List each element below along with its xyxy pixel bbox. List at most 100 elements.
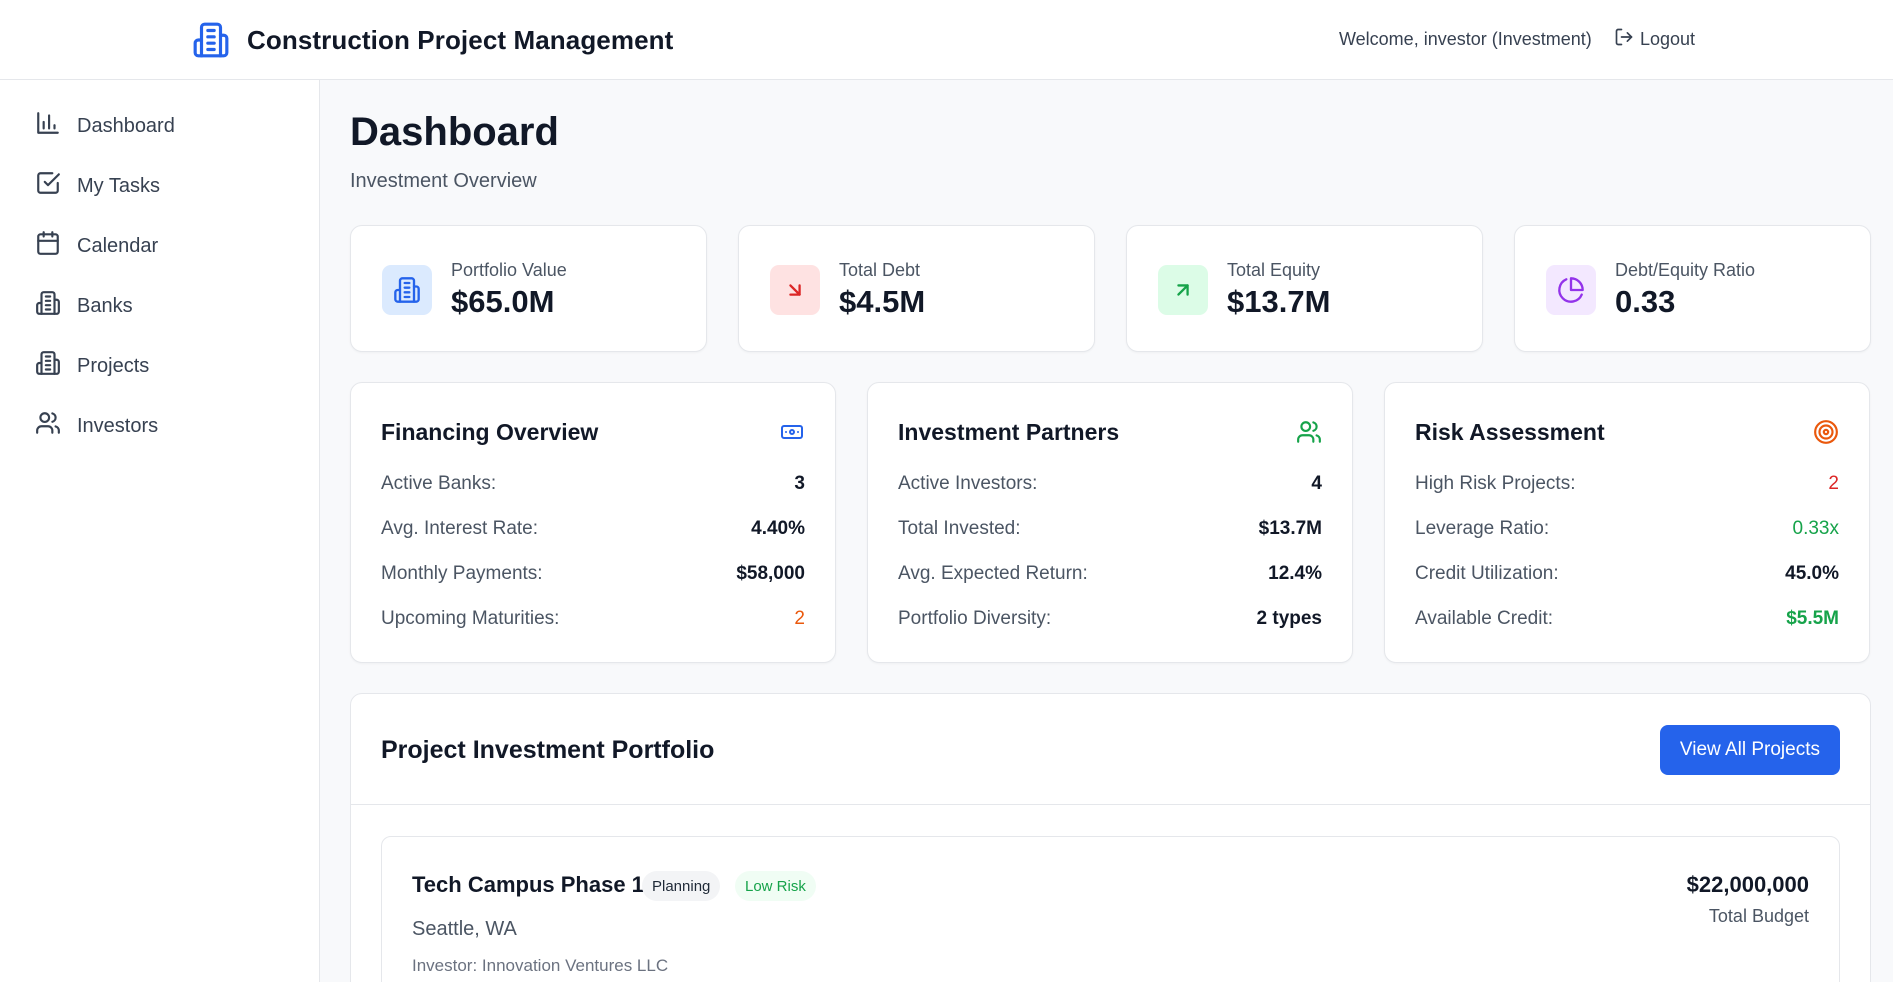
sidebar-item-investors[interactable]: Investors — [20, 402, 300, 450]
row-value: 0.33x — [1792, 518, 1839, 539]
welcome-text: Welcome, investor (Investment) — [1339, 29, 1592, 49]
project-budget: $22,000,000 — [1686, 872, 1809, 897]
row-value: $13.7M — [1258, 518, 1322, 539]
sidebar-item-dashboard[interactable]: Dashboard — [20, 102, 300, 150]
section-title: Project Investment Portfolio — [381, 736, 715, 764]
risk-assessment-card: Risk Assessment High Risk Projects: 2 Le… — [1384, 382, 1870, 663]
sidebar-item-label: Dashboard — [77, 114, 175, 137]
top-bar: Construction Project Management Welcome,… — [0, 0, 1893, 80]
sidebar: Dashboard My Tasks Calendar Banks Projec… — [0, 80, 320, 982]
sidebar-item-calendar[interactable]: Calendar — [20, 222, 300, 270]
stat-value: $65.0M — [451, 284, 555, 319]
logout-label: Logout — [1640, 29, 1696, 49]
info-row: Leverage Ratio: 0.33x — [1415, 514, 1839, 544]
sidebar-item-label: Calendar — [77, 234, 159, 257]
stat-label: Total Equity — [1227, 260, 1321, 280]
info-row: Avg. Expected Return: 12.4% — [898, 559, 1322, 589]
row-value: 2 types — [1256, 608, 1322, 629]
row-value: 2 — [794, 608, 805, 629]
brand: Construction Project Management — [191, 20, 673, 60]
stat-label: Debt/Equity Ratio — [1615, 260, 1756, 280]
row-value: $5.5M — [1786, 608, 1839, 629]
row-value: 12.4% — [1268, 563, 1322, 584]
card-title: Risk Assessment — [1415, 419, 1605, 445]
users-icon — [35, 410, 61, 442]
stat-card-portfolio-value: Portfolio Value $65.0M — [350, 225, 707, 352]
portfolio-header: Project Investment Portfolio View All Pr… — [351, 694, 1870, 805]
investment-partners-card: Investment Partners Active Investors: 4 … — [867, 382, 1353, 663]
info-row: Active Banks: 3 — [381, 469, 805, 499]
row-label: Upcoming Maturities: — [381, 608, 560, 629]
row-label: Total Invested: — [898, 518, 1021, 539]
stat-label: Total Debt — [839, 260, 921, 280]
risk-badge: Low Risk — [735, 871, 816, 901]
card-title: Financing Overview — [381, 419, 599, 445]
info-row: Active Investors: 4 — [898, 469, 1322, 499]
row-label: Available Credit: — [1415, 608, 1554, 629]
logout-button[interactable]: Logout — [1614, 27, 1695, 52]
sidebar-item-my-tasks[interactable]: My Tasks — [20, 162, 300, 210]
arrow-down-right-icon — [770, 265, 820, 315]
stat-card-total-equity: Total Equity $13.7M — [1126, 225, 1483, 352]
page-title: Dashboard — [350, 110, 559, 154]
project-portfolio-section: Project Investment Portfolio View All Pr… — [350, 693, 1871, 982]
row-value: $58,000 — [736, 563, 805, 584]
row-label: Leverage Ratio: — [1415, 518, 1550, 539]
project-name: Tech Campus Phase 1 — [412, 872, 644, 897]
row-label: Avg. Expected Return: — [898, 563, 1088, 584]
info-row: Upcoming Maturities: 2 — [381, 604, 805, 634]
app-title: Construction Project Management — [247, 24, 674, 55]
row-value: 4.40% — [751, 518, 805, 539]
project-card[interactable]: Tech Campus Phase 1 Planning Low Risk Se… — [381, 836, 1840, 982]
row-label: Monthly Payments: — [381, 563, 543, 584]
card-title: Investment Partners — [898, 419, 1120, 445]
info-row: Monthly Payments: $58,000 — [381, 559, 805, 589]
check-square-icon — [35, 170, 61, 202]
row-label: Avg. Interest Rate: — [381, 518, 539, 539]
financing-overview-card: Financing Overview Active Banks: 3 Avg. … — [350, 382, 836, 663]
info-row: Portfolio Diversity: 2 types — [898, 604, 1322, 634]
sidebar-item-banks[interactable]: Banks — [20, 282, 300, 330]
info-row: High Risk Projects: 2 — [1415, 469, 1839, 499]
info-row: Avg. Interest Rate: 4.40% — [381, 514, 805, 544]
sidebar-item-label: Banks — [77, 294, 133, 317]
building-icon — [35, 290, 61, 322]
calendar-icon — [35, 230, 61, 262]
bar-chart-icon — [35, 110, 61, 142]
sidebar-item-label: Investors — [77, 414, 159, 437]
info-row: Credit Utilization: 45.0% — [1415, 559, 1839, 589]
logout-icon — [1614, 27, 1634, 52]
pie-chart-icon — [1546, 265, 1596, 315]
sidebar-item-label: My Tasks — [77, 174, 160, 197]
row-label: Credit Utilization: — [1415, 563, 1559, 584]
status-badge: Planning — [642, 871, 721, 901]
row-label: High Risk Projects: — [1415, 473, 1576, 494]
project-budget-label: Total Budget — [1708, 906, 1809, 926]
row-value: 45.0% — [1785, 563, 1839, 584]
info-row: Available Credit: $5.5M — [1415, 604, 1839, 634]
stat-card-debt-equity-ratio: Debt/Equity Ratio 0.33 — [1514, 225, 1871, 352]
building-icon — [382, 265, 432, 315]
stat-card-total-debt: Total Debt $4.5M — [738, 225, 1095, 352]
users-icon — [1296, 419, 1322, 445]
banknote-icon — [779, 419, 805, 445]
arrow-up-right-icon — [1158, 265, 1208, 315]
page-subtitle: Investment Overview — [350, 170, 537, 192]
row-value: 3 — [794, 473, 805, 494]
target-icon — [1813, 419, 1839, 445]
project-investor: Investor: Innovation Ventures LLC — [412, 956, 669, 975]
stat-label: Portfolio Value — [451, 260, 567, 280]
row-label: Active Banks: — [381, 473, 497, 494]
sidebar-item-label: Projects — [77, 354, 150, 377]
info-row: Total Invested: $13.7M — [898, 514, 1322, 544]
row-label: Portfolio Diversity: — [898, 608, 1052, 629]
stat-value: $13.7M — [1227, 284, 1331, 319]
building-icon — [191, 20, 231, 60]
stat-value: $4.5M — [839, 284, 926, 319]
view-all-projects-button[interactable]: View All Projects — [1659, 725, 1840, 775]
row-label: Active Investors: — [898, 473, 1038, 494]
row-value: 4 — [1311, 473, 1322, 494]
building-icon — [35, 350, 61, 382]
sidebar-item-projects[interactable]: Projects — [20, 342, 300, 390]
project-location: Seattle, WA — [412, 918, 517, 940]
